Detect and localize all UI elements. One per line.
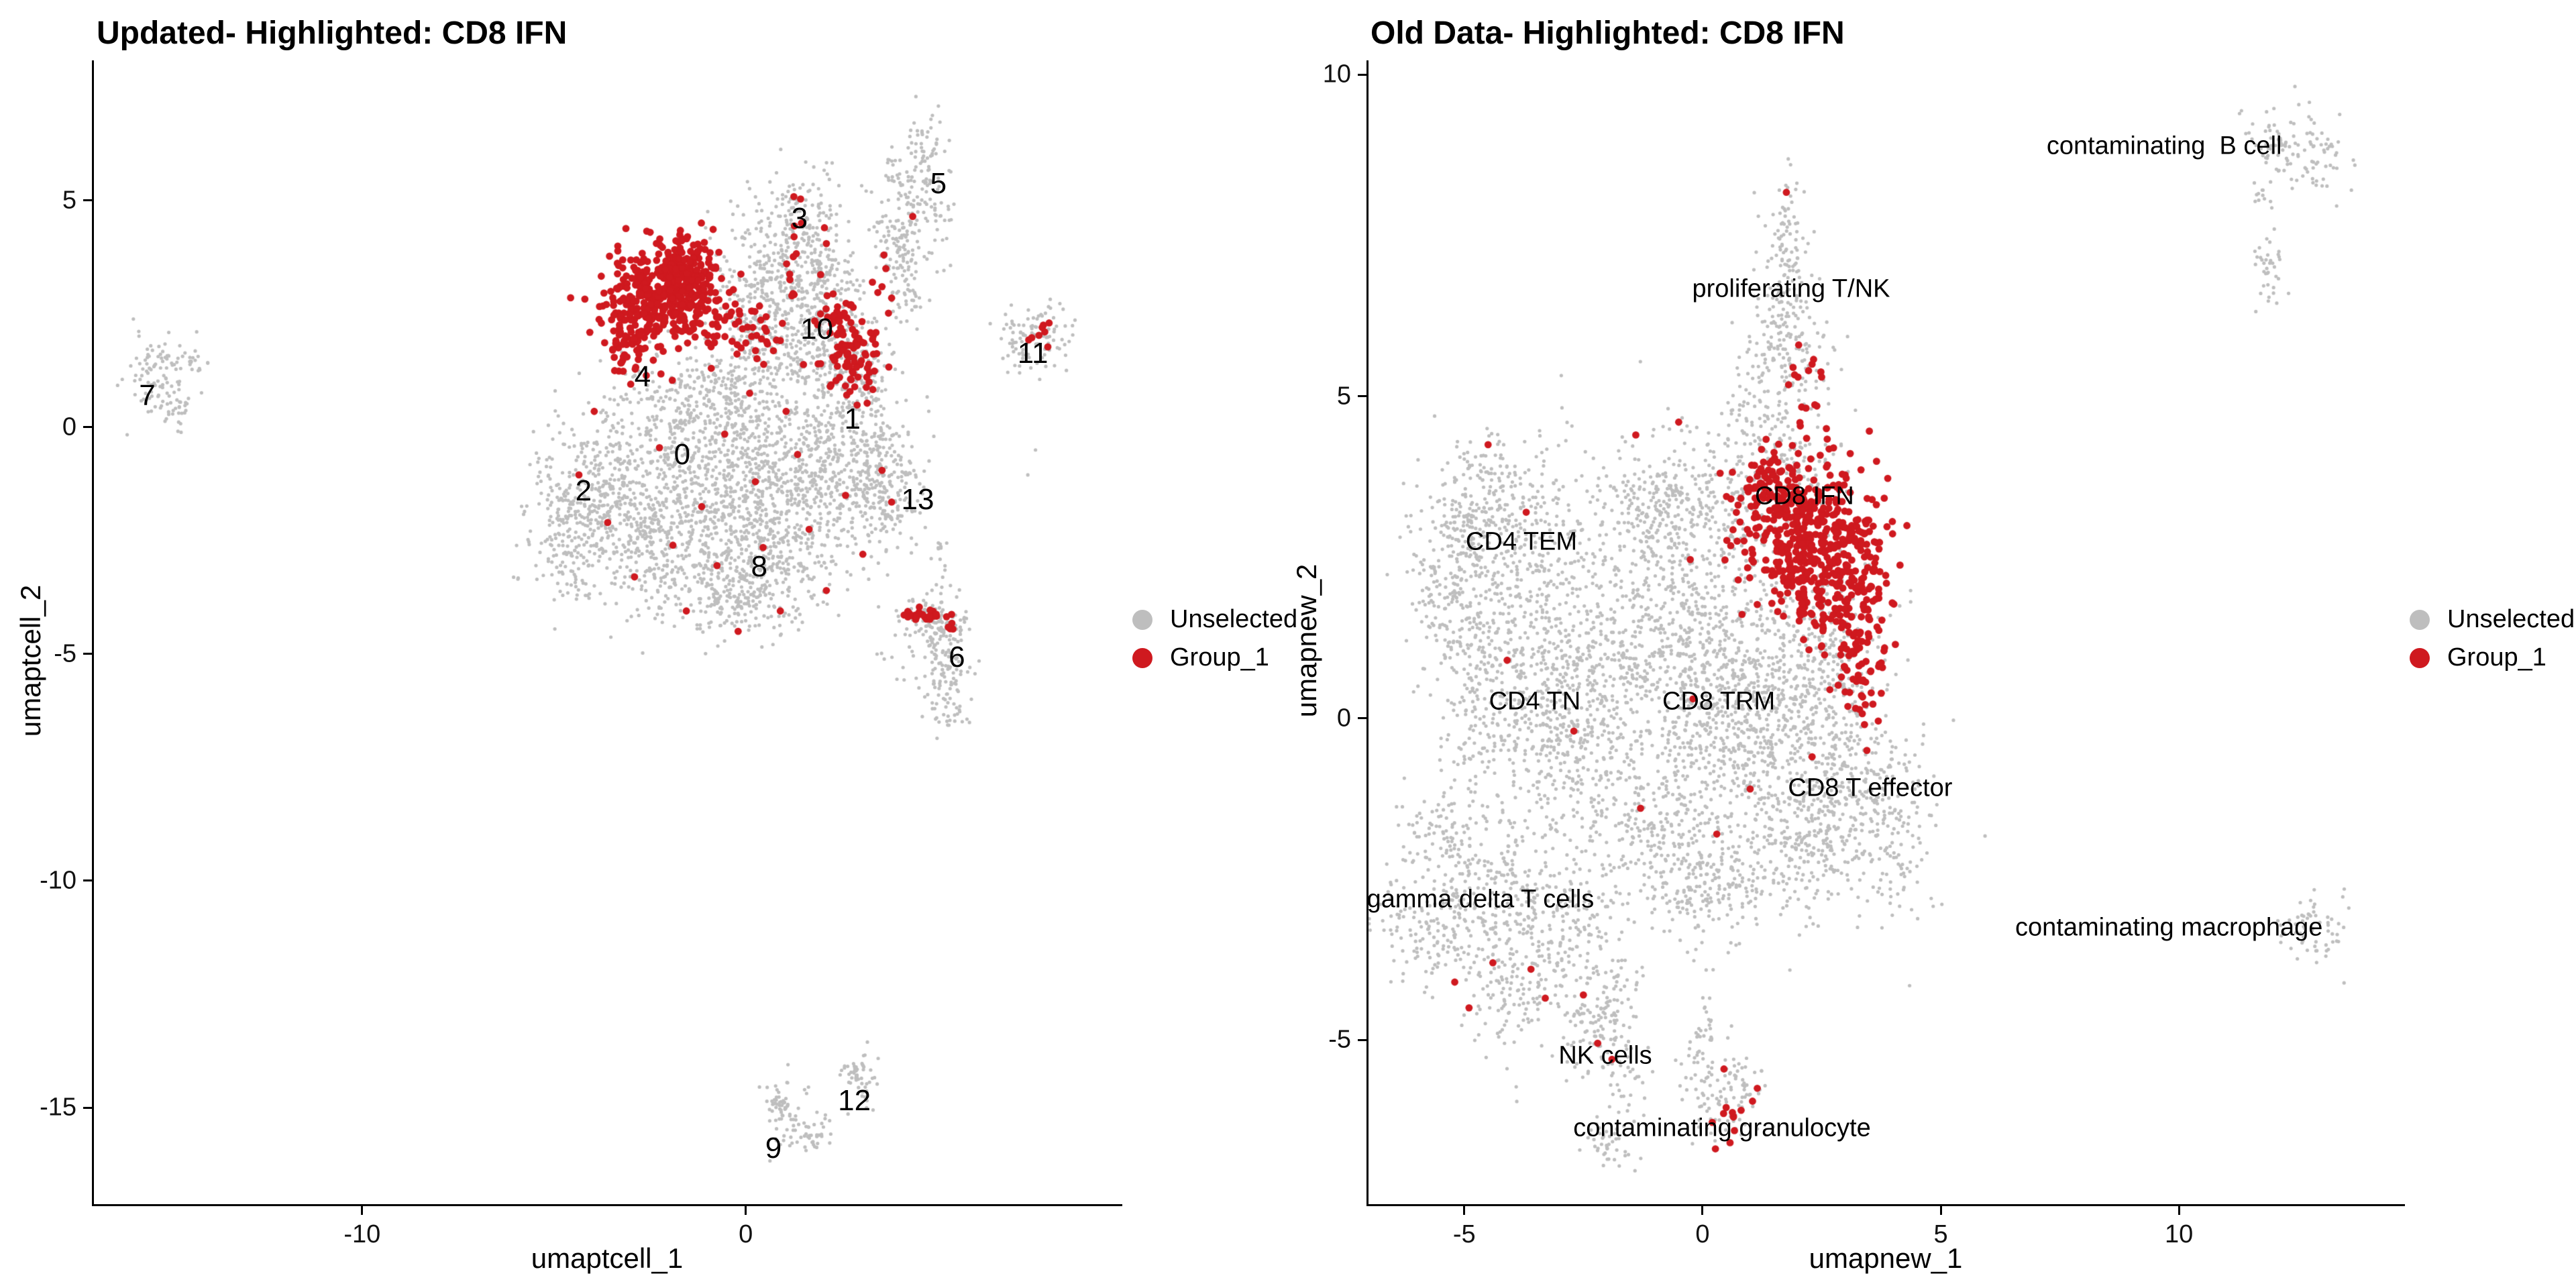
y-tick-label: 0 — [62, 413, 76, 441]
legend-label: Unselected — [1170, 605, 1298, 633]
legend-label: Group_1 — [2447, 643, 2546, 672]
x-axis-line-right — [1366, 1204, 2405, 1206]
x-tick-label: -5 — [1452, 1220, 1476, 1248]
y-tick-label: 5 — [1336, 382, 1351, 411]
cluster-label: CD8 T effector — [1788, 773, 1953, 802]
cluster-label: contaminating macrophage — [2015, 913, 2323, 942]
y-tick-mark — [83, 653, 92, 655]
legend-item-unselected: Unselected — [1132, 605, 1297, 634]
y-tick-label: 5 — [62, 186, 76, 215]
y-tick-label: -5 — [1328, 1025, 1351, 1054]
cluster-label: NK cells — [1558, 1041, 1652, 1070]
cluster-label: 2 — [575, 474, 592, 508]
x-tick-mark — [1939, 1206, 1942, 1215]
y-tick-mark — [83, 199, 92, 202]
y-tick-label: -15 — [40, 1093, 76, 1122]
legend-item-group1: Group_1 — [2410, 643, 2575, 672]
y-tick-mark — [83, 879, 92, 882]
x-tick-mark — [1463, 1206, 1466, 1215]
y-tick-label: 0 — [1336, 704, 1351, 733]
x-tick-label: 0 — [1695, 1220, 1710, 1248]
plot-title-left: Updated- Highlighted: CD8 IFN — [97, 15, 568, 51]
cluster-label: 9 — [765, 1131, 782, 1165]
group1-dot-icon — [2410, 647, 2430, 668]
y-tick-mark — [1358, 717, 1366, 720]
y-axis-line-left — [92, 60, 94, 1206]
unselected-dot-icon — [2410, 609, 2430, 630]
plot-title-right: Old Data- Highlighted: CD8 IFN — [1371, 15, 1845, 51]
x-axis-title-right: umapnew_1 — [1809, 1242, 1963, 1274]
y-tick-label: -5 — [54, 639, 76, 668]
legend-item-group1: Group_1 — [1132, 643, 1297, 672]
legend-left: Unselected Group_1 — [1132, 605, 1297, 672]
y-tick-mark — [1358, 73, 1366, 76]
cluster-label: 1 — [844, 402, 861, 435]
x-tick-label: -10 — [343, 1220, 381, 1248]
y-tick-label: 10 — [1322, 60, 1351, 89]
cluster-label: contaminating granulocyte — [1573, 1114, 1871, 1142]
cluster-label: contaminating B cell — [2046, 131, 2282, 160]
y-tick-mark — [1358, 1038, 1366, 1041]
cluster-label: 3 — [791, 201, 808, 235]
cluster-label: 0 — [674, 438, 691, 472]
y-tick-mark — [83, 426, 92, 429]
x-tick-mark — [361, 1206, 364, 1215]
y-axis-title-right: umapnew_2 — [1291, 564, 1322, 718]
cluster-label: 13 — [901, 483, 934, 517]
y-tick-mark — [1358, 395, 1366, 398]
cluster-label: CD4 TN — [1489, 687, 1581, 716]
legend-label: Group_1 — [1170, 643, 1269, 672]
x-tick-label: 0 — [739, 1220, 753, 1248]
x-axis-line-left — [92, 1204, 1122, 1206]
x-tick-label: 5 — [1933, 1220, 1948, 1248]
y-tick-mark — [83, 1106, 92, 1109]
x-tick-mark — [2178, 1206, 2180, 1215]
x-tick-label: 10 — [2165, 1220, 2194, 1248]
cluster-label: 4 — [634, 360, 651, 393]
y-tick-label: -10 — [40, 866, 76, 895]
legend-item-unselected: Unselected — [2410, 605, 2575, 634]
cluster-label: 10 — [800, 312, 834, 345]
cluster-label: CD4 TEM — [1465, 527, 1578, 556]
cluster-label: 8 — [751, 550, 768, 584]
cluster-label: 6 — [949, 640, 965, 674]
legend-label: Unselected — [2447, 605, 2575, 633]
y-axis-title-left: umaptcell_2 — [15, 584, 46, 737]
cluster-label: 12 — [838, 1083, 871, 1117]
cluster-label: 5 — [930, 166, 947, 200]
y-axis-line-right — [1366, 60, 1368, 1206]
legend-right: Unselected Group_1 — [2410, 605, 2575, 672]
cluster-label: 7 — [139, 378, 156, 412]
group1-dot-icon — [1132, 647, 1152, 668]
x-tick-mark — [745, 1206, 747, 1215]
x-tick-mark — [1701, 1206, 1704, 1215]
cluster-label: CD8 TRM — [1662, 687, 1776, 716]
unselected-dot-icon — [1132, 609, 1152, 630]
cluster-label: 11 — [1017, 336, 1049, 370]
cluster-label: CD8 IFN — [1754, 482, 1854, 511]
cluster-label: gamma delta T cells — [1366, 885, 1595, 914]
cluster-label: proliferating T/NK — [1692, 274, 1890, 303]
x-axis-title-left: umaptcell_1 — [531, 1242, 684, 1274]
